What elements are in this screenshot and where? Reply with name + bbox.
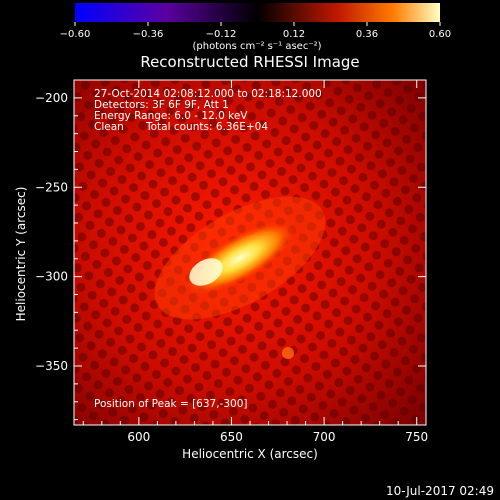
x-tick-label: 600 [127,430,150,444]
annotation-total-counts: Total counts: 6.36E+04 [145,121,268,133]
annotation-energy: Energy Range: 6.0 - 12.0 keV [94,110,248,122]
source-peak [189,258,223,286]
footer-date: 10-Jul-2017 02:49 [385,484,494,498]
colorbar-tick-label: 0.36 [356,29,378,40]
annotation-clean: Clean [94,121,124,133]
y-axis-ticks: −200 −250 −300 −350 [35,91,426,421]
colorbar-unit-label: (photons cm⁻² s⁻¹ asec⁻²) [192,41,321,52]
colorbar-tick-label: −0.36 [133,29,164,40]
x-axis-ticks: 600 650 700 750 [82,80,428,444]
annotation-detectors: Detectors: 3F 6F 9F, Att 1 [94,99,229,111]
colorbar-tick-label: −0.60 [60,29,91,40]
heatmap-image [74,80,426,425]
y-tick-label: −200 [35,91,68,105]
colorbar-ticks: −0.60 −0.36 −0.12 0.12 0.36 0.60 [60,22,451,40]
colorbar-tick-label: 0.60 [429,29,451,40]
x-tick-label: 700 [313,430,336,444]
x-tick-label: 750 [405,430,428,444]
y-tick-label: −250 [35,180,68,194]
x-tick-label: 650 [220,430,243,444]
chart-title: Reconstructed RHESSI Image [140,53,359,71]
colorbar-tick-label: 0.12 [283,29,305,40]
secondary-source [282,347,294,359]
colorbar [75,3,440,22]
y-axis-label: Heliocentric Y (arcsec) [14,187,28,322]
x-axis-label: Heliocentric X (arcsec) [182,447,318,461]
y-tick-label: −300 [35,270,68,284]
colorbar-tick-label: −0.12 [206,29,237,40]
annotation-peak: Position of Peak = [637,-300] [94,398,248,410]
annotation-time-range: 27-Oct-2014 02:08:12.000 to 02:18:12.000 [94,88,322,100]
y-tick-label: −350 [35,359,68,373]
